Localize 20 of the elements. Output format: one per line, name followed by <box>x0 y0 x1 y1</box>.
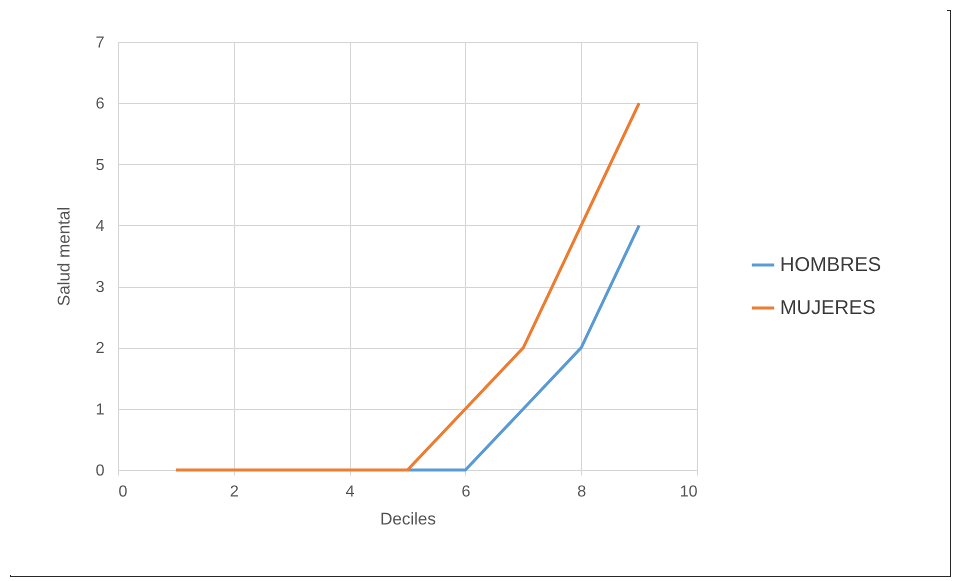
x-tick-label: 0 <box>118 484 128 500</box>
line-series <box>174 102 641 472</box>
y-tick-label: 2 <box>96 340 105 358</box>
y-axis-title: Salud mental <box>54 206 74 306</box>
y-tick-label: 4 <box>96 218 105 235</box>
x-tick-label: 2 <box>230 484 239 500</box>
y-tick-label: 6 <box>96 96 105 113</box>
line-series <box>406 224 641 472</box>
y-tick-label: 3 <box>96 279 105 296</box>
y-tick-label: 7 <box>96 34 105 52</box>
x-tick-label: 8 <box>577 484 586 500</box>
x-tick-label: 6 <box>461 484 470 500</box>
y-tick-label: 5 <box>96 156 105 174</box>
x-tick-label: 10 <box>680 484 698 500</box>
legend-label: MUJERES <box>780 297 876 319</box>
x-tick-label: 4 <box>346 484 355 500</box>
y-tick-label: 1 <box>96 401 105 418</box>
legend-label: HOMBRES <box>780 254 882 276</box>
x-axis-title: Deciles <box>380 510 436 528</box>
y-tick-label: 0 <box>96 462 105 480</box>
